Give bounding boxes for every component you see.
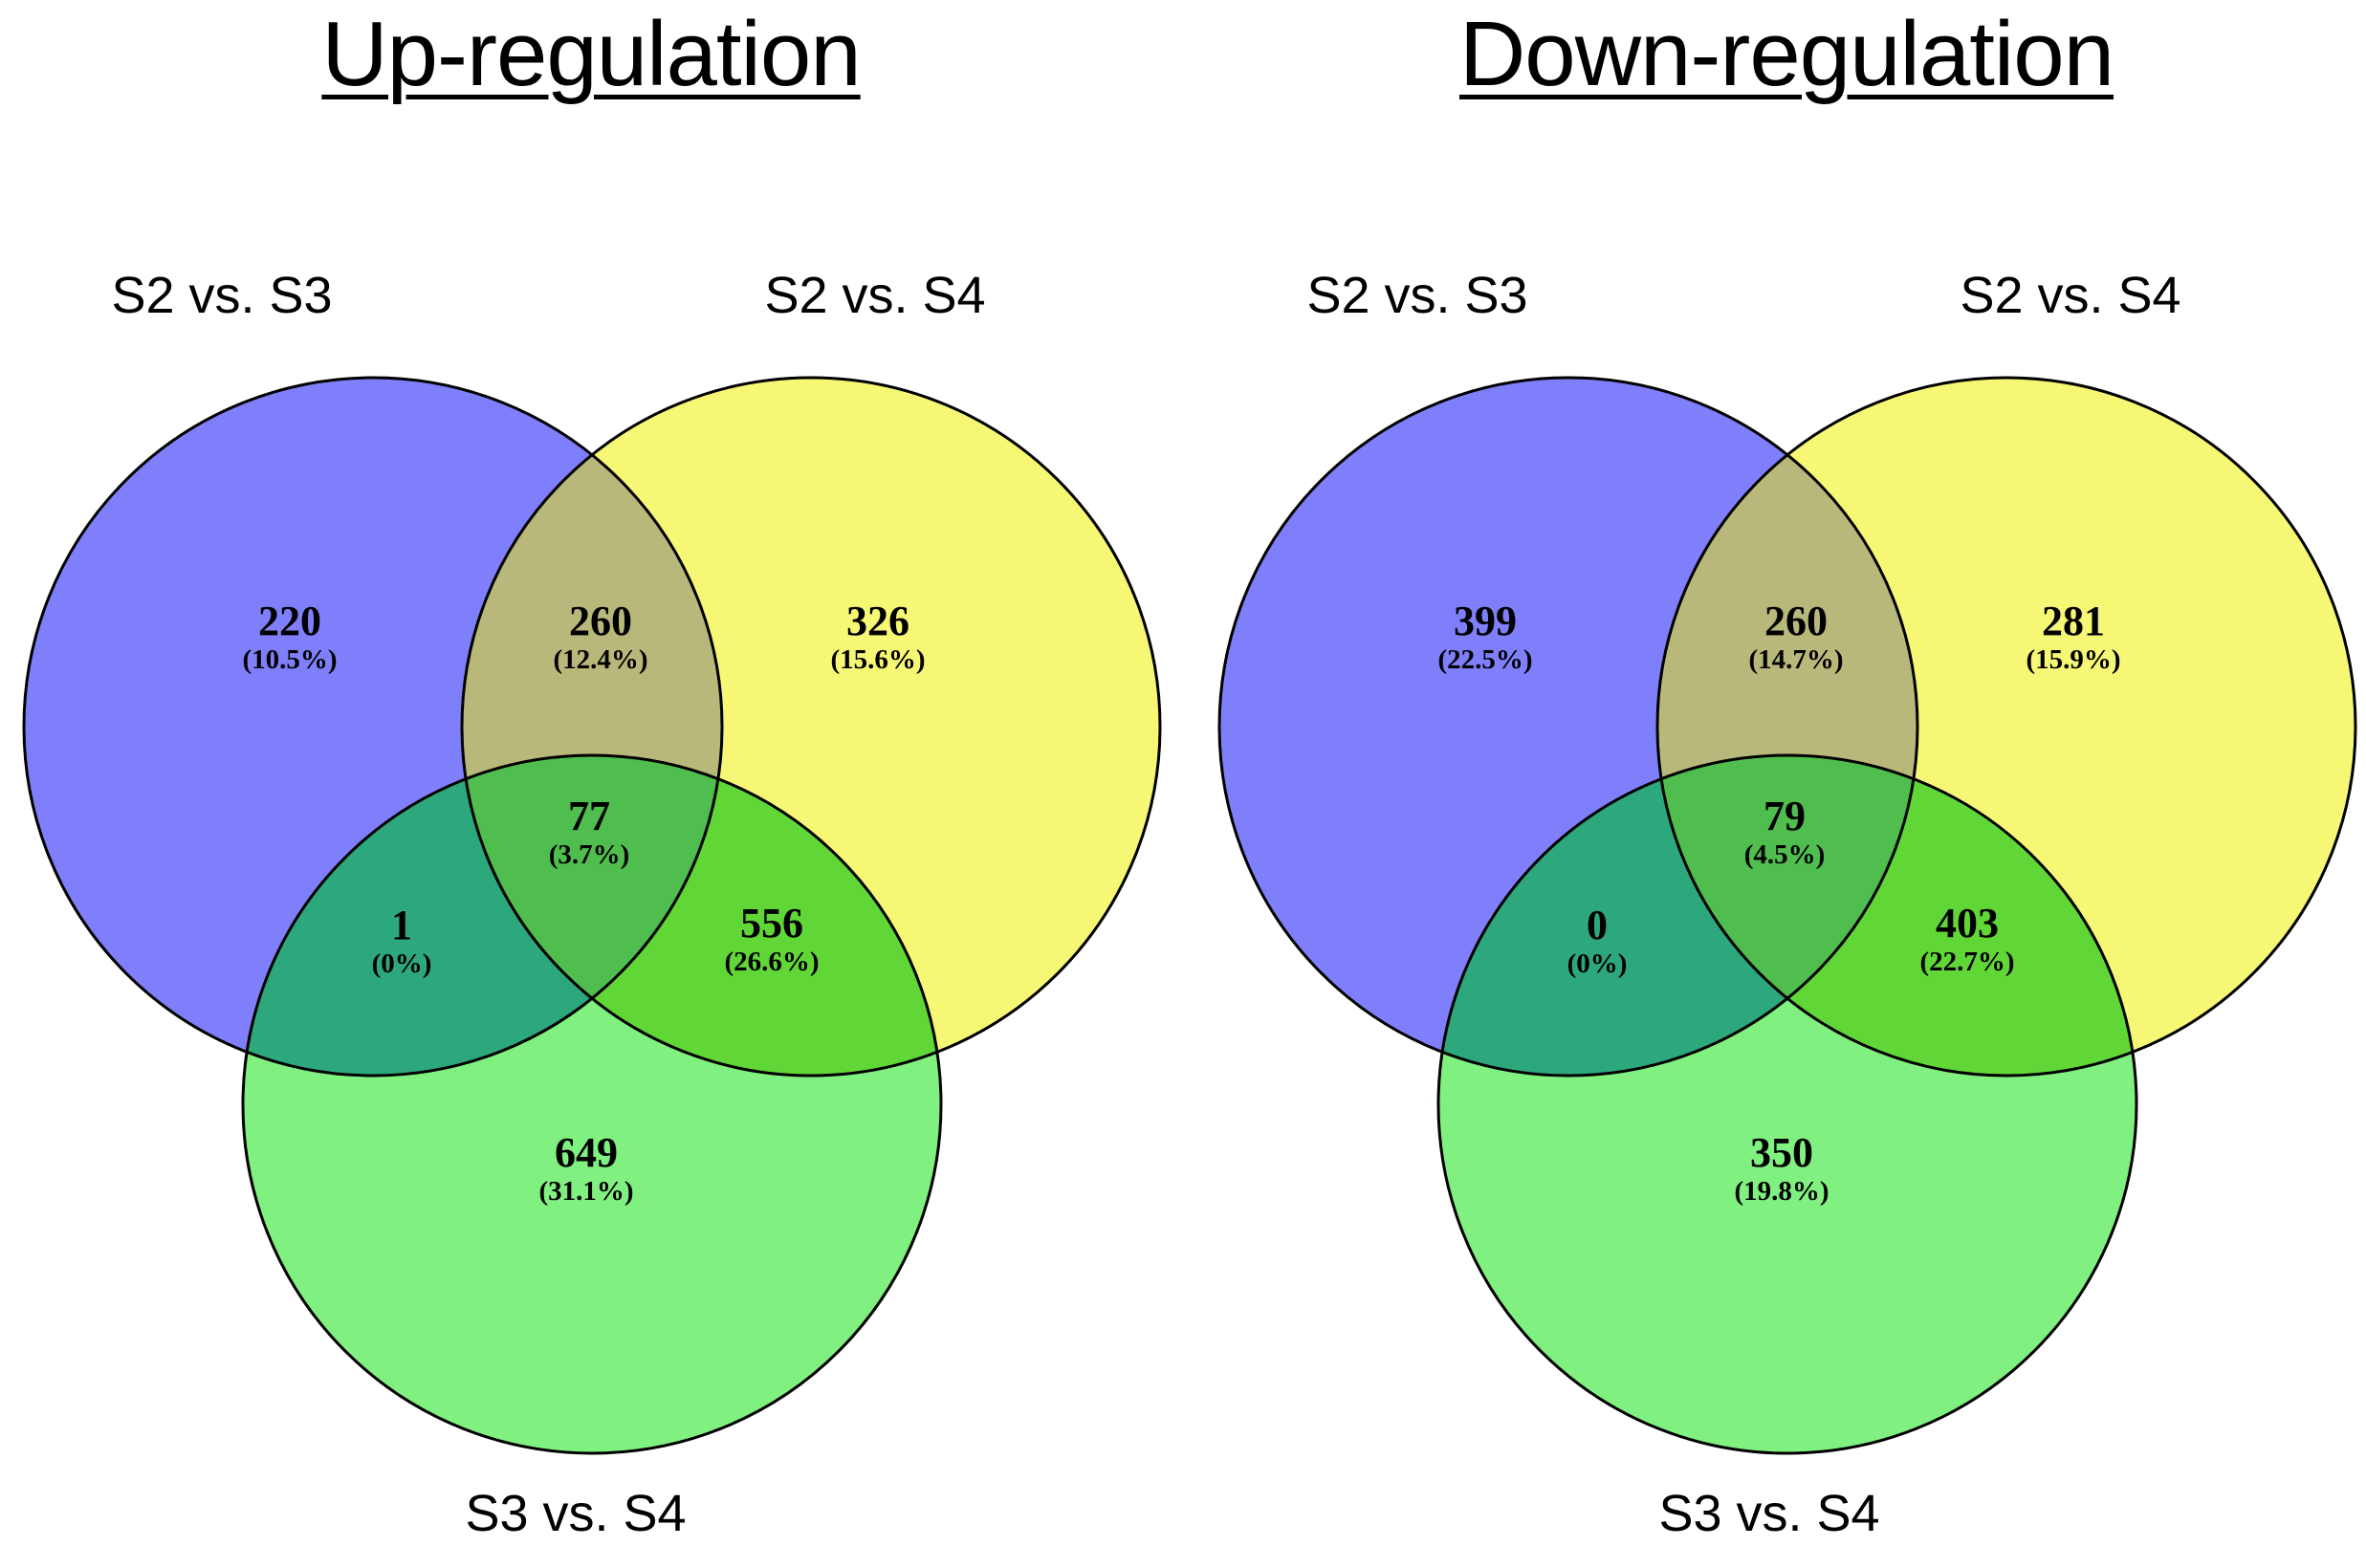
left-label-s2-vs-s4: S2 vs. S4 [764, 267, 986, 324]
right-region-yellow-only: 281 (15.9%) [2026, 600, 2120, 676]
left-region-yellow-green: 556 (26.6%) [724, 903, 819, 978]
left-region-center: 77 (3.7%) [549, 795, 630, 871]
region-pct: (22.7%) [1919, 947, 2015, 977]
venn-left [22, 376, 1162, 1455]
right-circle-yellow-outline [1655, 376, 2357, 1078]
region-pct: (0%) [371, 948, 432, 979]
region-count: 350 [1749, 1129, 1813, 1176]
region-pct: (15.6%) [830, 644, 926, 675]
right-region-blue-only: 399 (22.5%) [1437, 600, 1532, 676]
region-pct: (15.9%) [2026, 644, 2121, 675]
right-label-s3-vs-s4: S3 vs. S4 [1658, 1485, 1880, 1542]
region-pct: (10.5%) [242, 644, 338, 675]
region-pct: (31.1%) [538, 1176, 634, 1207]
region-pct: (14.7%) [1748, 644, 1844, 675]
region-count: 1 [390, 902, 412, 948]
region-count: 0 [1586, 902, 1608, 948]
left-region-blue-green: 1 (0%) [372, 904, 432, 980]
region-count: 260 [568, 598, 632, 644]
left-circle-yellow-outline [460, 376, 1162, 1078]
right-circle-green-outline [1436, 753, 2138, 1455]
region-pct: (22.5%) [1437, 644, 1533, 675]
venn-right [1217, 376, 2357, 1455]
right-region-blue-yellow: 260 (14.7%) [1748, 600, 1843, 676]
region-count: 326 [845, 598, 909, 644]
region-pct: (26.6%) [724, 947, 820, 977]
region-count: 281 [2041, 598, 2105, 644]
title-down-regulation: Down-regulation [1458, 3, 2114, 105]
region-count: 399 [1453, 598, 1517, 644]
left-circle-blue-outline [22, 376, 724, 1078]
right-region-blue-green: 0 (0%) [1567, 904, 1628, 980]
right-circle-blue-outline [1217, 376, 1919, 1078]
region-count: 649 [554, 1129, 618, 1176]
region-count: 403 [1935, 900, 1999, 947]
region-pct: (3.7%) [548, 839, 630, 870]
region-count: 260 [1764, 598, 1828, 644]
region-pct: (0%) [1566, 948, 1628, 979]
region-count: 220 [257, 598, 321, 644]
left-label-s3-vs-s4: S3 vs. S4 [465, 1485, 687, 1542]
region-pct: (4.5%) [1743, 839, 1826, 870]
region-count: 556 [739, 900, 803, 947]
region-pct: (19.8%) [1734, 1176, 1829, 1207]
region-count: 79 [1763, 793, 1806, 839]
right-overlap-center [1657, 755, 1917, 1076]
right-region-center: 79 (4.5%) [1744, 795, 1826, 871]
right-region-yellow-green: 403 (22.7%) [1919, 903, 2014, 978]
left-region-green-only: 649 (31.1%) [538, 1132, 633, 1208]
region-count: 77 [567, 793, 610, 839]
left-circle-green-outline [241, 753, 943, 1455]
left-overlap-center [462, 755, 722, 1076]
left-label-s2-vs-s3: S2 vs. S3 [111, 267, 333, 324]
right-region-green-only: 350 (19.8%) [1734, 1132, 1829, 1208]
right-label-s2-vs-s4: S2 vs. S4 [1960, 267, 2181, 324]
title-up-regulation: Up-regulation [321, 3, 861, 105]
left-region-yellow-only: 326 (15.6%) [830, 600, 925, 676]
right-label-s2-vs-s3: S2 vs. S3 [1306, 267, 1528, 324]
region-pct: (12.4%) [553, 644, 648, 675]
left-region-blue-only: 220 (10.5%) [242, 600, 337, 676]
left-region-blue-yellow: 260 (12.4%) [553, 600, 647, 676]
